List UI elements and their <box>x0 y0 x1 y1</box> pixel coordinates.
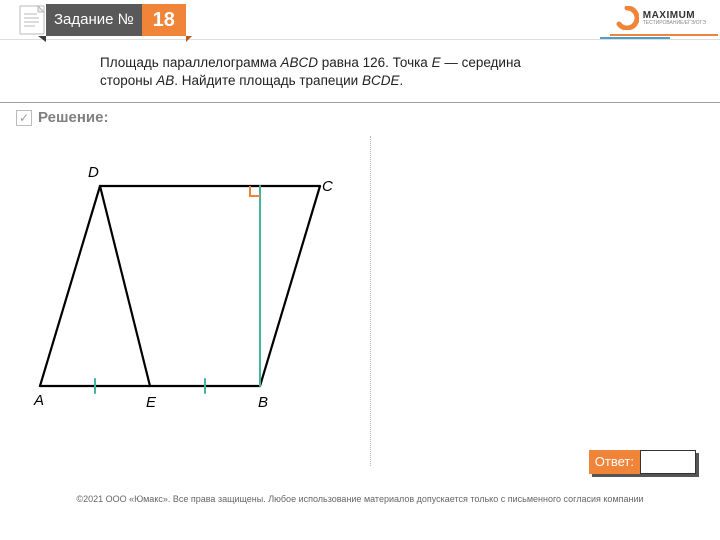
problem-text: Площадь параллелограмма ABCD равна 126. … <box>0 40 720 103</box>
brand-text: MAXIMUM <box>643 11 706 21</box>
answer-box: Ответ: <box>589 450 696 474</box>
check-icon: ✓ <box>16 110 32 126</box>
task-number: 18 <box>142 4 186 36</box>
header-bar: Задание № 18 MAXIMUM ТЕСТИРОВАНИЕ/ЕГЭ/ОГ… <box>0 0 720 40</box>
geometry-diagram: A B C D E <box>30 156 350 421</box>
brand-decoration <box>600 30 720 40</box>
answer-label: Ответ: <box>589 450 640 474</box>
content-area: A B C D E Ответ: ©2021 ООО «Юмакс». Все … <box>0 126 720 506</box>
task-title: Задание № <box>46 4 142 36</box>
answer-field[interactable] <box>640 450 696 474</box>
vertical-divider <box>370 136 371 466</box>
solution-label: Решение: <box>38 109 108 126</box>
copyright-text: ©2021 ООО «Юмакс». Все права защищены. Л… <box>0 494 720 504</box>
brand-logo: MAXIMUM ТЕСТИРОВАНИЕ/ЕГЭ/ОГЭ <box>615 6 706 30</box>
solution-header: ✓ Решение: <box>0 103 720 126</box>
